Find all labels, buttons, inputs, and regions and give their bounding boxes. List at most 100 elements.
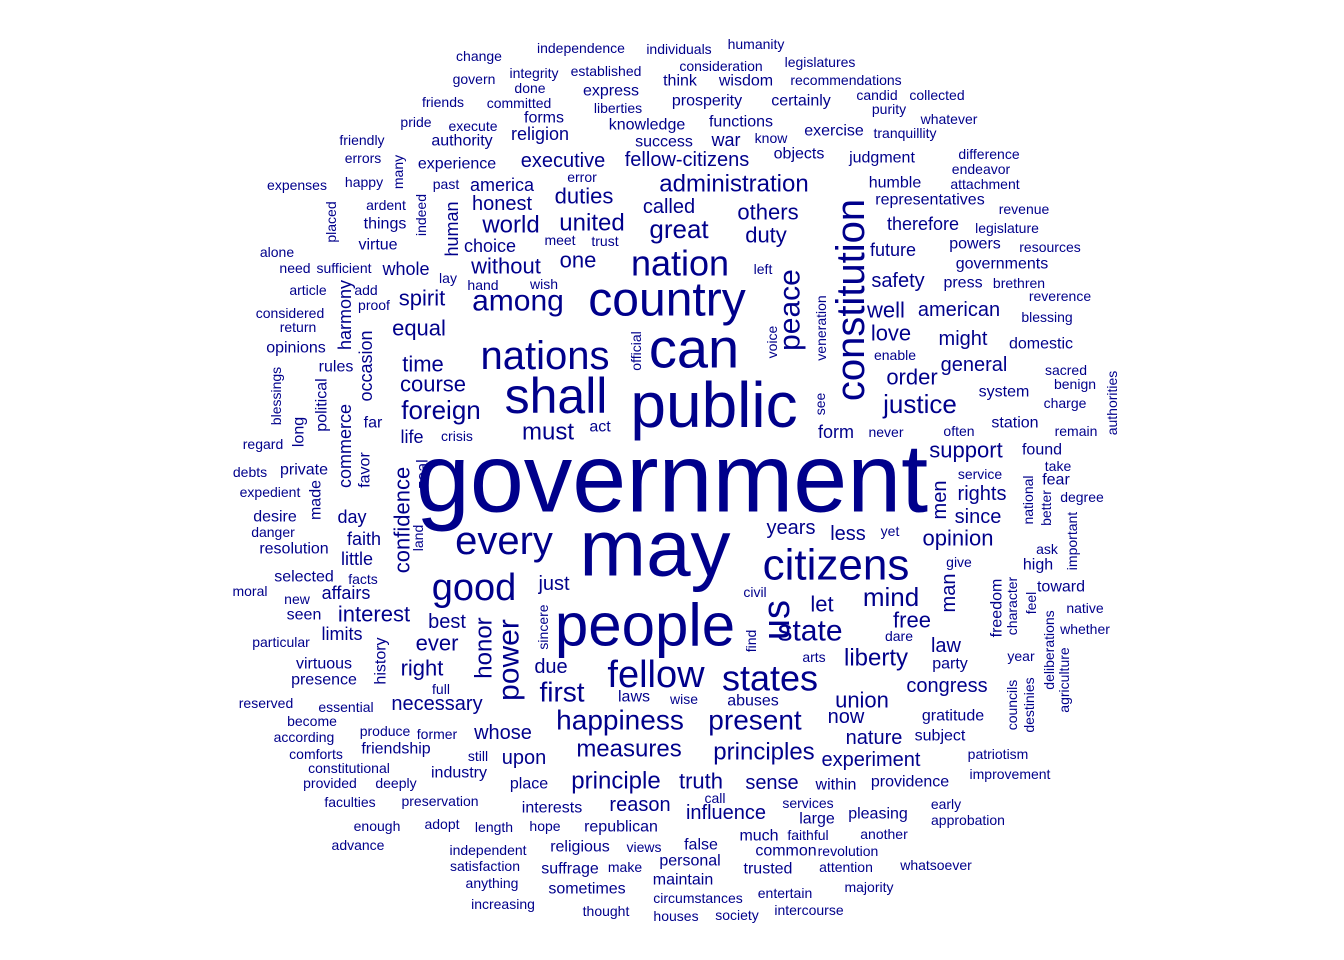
cloud-word-tranquillity: tranquillity <box>873 125 936 141</box>
cloud-word-degree: degree <box>1060 489 1104 505</box>
cloud-word-rules: rules <box>319 359 354 376</box>
cloud-word-benign: benign <box>1054 376 1096 392</box>
cloud-word-native: native <box>1066 600 1104 616</box>
cloud-word-reserved: reserved <box>239 695 293 711</box>
cloud-word-abuses: abuses <box>727 693 779 710</box>
cloud-word-need: need <box>279 260 310 276</box>
cloud-word-nations: nations <box>481 334 610 378</box>
cloud-word-gratitude: gratitude <box>922 708 984 725</box>
cloud-word-independent: independent <box>449 842 526 858</box>
cloud-word-form: form <box>818 422 854 442</box>
cloud-word-therefore: therefore <box>887 214 959 234</box>
cloud-word-lay: lay <box>439 270 457 286</box>
cloud-word-choice: choice <box>464 236 516 256</box>
cloud-word-just: just <box>537 573 570 595</box>
cloud-word-official: official <box>628 331 644 370</box>
cloud-word-men: men <box>929 481 951 520</box>
cloud-word-year: year <box>1007 648 1035 664</box>
cloud-word-made: made <box>308 480 325 520</box>
cloud-word-success: success <box>635 134 693 151</box>
cloud-word-majority: majority <box>844 879 893 895</box>
cloud-word-friends: friends <box>422 94 464 110</box>
cloud-word-expenses: expenses <box>267 177 327 193</box>
cloud-word-congress: congress <box>906 675 987 697</box>
cloud-word-limits: limits <box>322 624 363 644</box>
cloud-word-civil: civil <box>743 584 766 600</box>
cloud-word-liberties: liberties <box>594 100 642 116</box>
cloud-word-seen: seen <box>287 607 322 624</box>
cloud-word-many: many <box>390 155 406 189</box>
cloud-word-article: article <box>289 282 327 298</box>
cloud-word-order: order <box>886 365 937 390</box>
cloud-word-years: years <box>767 517 816 539</box>
cloud-word-deliberations: deliberations <box>1041 610 1057 689</box>
cloud-word-station: station <box>991 415 1038 432</box>
cloud-word-hand: hand <box>467 277 498 293</box>
cloud-word-attachment: attachment <box>950 176 1019 192</box>
cloud-word-representatives: representatives <box>875 192 984 209</box>
cloud-word-yet: yet <box>881 523 900 539</box>
cloud-word-maintain: maintain <box>653 872 713 889</box>
cloud-word-approbation: approbation <box>931 812 1005 828</box>
cloud-word-take: take <box>1045 458 1072 474</box>
cloud-word-give: give <box>946 554 972 570</box>
cloud-word-commerce: commerce <box>335 404 355 488</box>
cloud-word-whole: whole <box>381 259 429 279</box>
cloud-word-must: must <box>522 419 574 446</box>
cloud-word-errors: errors <box>345 150 382 166</box>
cloud-word-administration: administration <box>659 171 808 198</box>
cloud-word-favor: favor <box>357 452 374 488</box>
cloud-word-private: private <box>280 462 328 479</box>
cloud-word-think: think <box>663 73 698 90</box>
cloud-word-express: express <box>583 83 639 100</box>
cloud-word-common: common <box>755 843 816 860</box>
cloud-word-prosperity: prosperity <box>672 93 742 110</box>
cloud-word-experiment: experiment <box>822 749 921 771</box>
cloud-word-attention: attention <box>819 859 873 875</box>
cloud-word-party: party <box>932 656 968 673</box>
cloud-word-expedient: expedient <box>240 484 301 500</box>
cloud-word-long: long <box>291 417 308 447</box>
cloud-word-past: past <box>433 176 460 192</box>
cloud-word-govern: govern <box>453 71 496 87</box>
cloud-word-happy: happy <box>345 174 383 190</box>
cloud-word-political: political <box>314 378 331 431</box>
cloud-word-remain: remain <box>1055 423 1098 439</box>
cloud-word-humanity: humanity <box>728 36 785 52</box>
cloud-word-domestic: domestic <box>1009 336 1073 353</box>
cloud-word-change: change <box>456 48 502 64</box>
cloud-word-ever: ever <box>416 631 459 656</box>
cloud-word-hope: hope <box>529 818 560 834</box>
cloud-word-patriotism: patriotism <box>968 746 1029 762</box>
cloud-word-enable: enable <box>874 347 916 363</box>
cloud-word-foreign: foreign <box>401 395 481 425</box>
cloud-word-alone: alone <box>260 244 294 260</box>
cloud-word-suffrage: suffrage <box>541 861 599 878</box>
cloud-word-history: history <box>373 637 390 684</box>
cloud-word-purity: purity <box>872 101 906 117</box>
cloud-word-sincere: sincere <box>535 604 551 649</box>
cloud-word-america: america <box>470 175 535 195</box>
cloud-word-functions: functions <box>709 114 773 131</box>
cloud-word-satisfaction: satisfaction <box>450 858 520 874</box>
cloud-word-republican: republican <box>584 819 658 836</box>
cloud-word-religion: religion <box>511 124 569 144</box>
cloud-word-liberty: liberty <box>844 645 908 672</box>
cloud-word-far: far <box>364 415 383 432</box>
cloud-word-people: people <box>555 592 735 659</box>
cloud-word-well: well <box>866 298 905 323</box>
cloud-word-pleasing: pleasing <box>848 806 908 823</box>
cloud-word-presence: presence <box>291 672 357 689</box>
cloud-word-still: still <box>468 748 488 764</box>
cloud-word-land: land <box>410 525 426 551</box>
cloud-word-error: error <box>567 169 597 185</box>
cloud-word-less: less <box>830 523 866 545</box>
cloud-word-endeavor: endeavor <box>952 161 1011 177</box>
cloud-word-forms: forms <box>524 110 564 127</box>
cloud-word-councils: councils <box>1004 680 1020 731</box>
cloud-word-justice: justice <box>882 389 957 419</box>
cloud-word-sense: sense <box>745 772 798 794</box>
cloud-word-little: little <box>341 549 373 569</box>
cloud-word-agriculture: agriculture <box>1056 647 1072 713</box>
